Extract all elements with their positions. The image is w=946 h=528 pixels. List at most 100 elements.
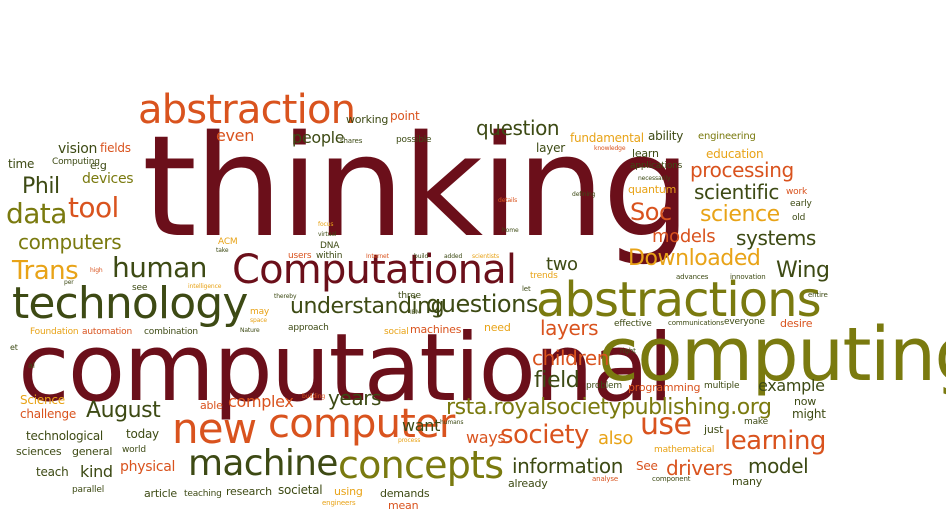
word-many: many [732,475,763,488]
word-human: human [112,251,207,284]
word-may: may [250,307,270,317]
word-computing-cap: Computing [52,157,100,167]
word-within: within [316,251,343,261]
word-home: home [502,227,519,234]
word-scientists: scientists [472,253,500,260]
word-sciences: sciences [16,445,62,458]
word-today: today [126,427,159,441]
word-devices: devices [82,171,134,187]
word-kind: kind [80,462,113,481]
word-machine: machine [188,443,338,484]
word-learn: learn [632,147,659,160]
word-shares: shares [340,137,363,145]
word-thinking: thinking [142,106,691,269]
word-questions: questions [426,290,538,318]
word-tool: tool [68,191,119,224]
word-challenge: challenge [20,407,77,421]
word-now: now [794,395,817,408]
word-dna: DNA [320,241,340,251]
word-research: research [226,485,272,498]
word-nature: Nature [240,327,260,334]
word-building: building [302,393,326,400]
word-innovation: innovation [730,273,766,281]
word-example: example [758,376,825,395]
word-social: social [384,327,409,337]
word-early: early [790,199,812,209]
word-teach: teach [36,465,69,479]
word-details: details [498,197,518,204]
word-phil: Phil [22,174,60,199]
word-space: space [250,317,268,324]
word-foundation: Foundation [30,327,79,337]
word-processing: processing [690,158,794,182]
word-technology: technology [12,278,248,329]
word-information: information [512,454,624,478]
word-intelligence: intelligence [188,283,222,290]
word-internet: Internet [366,253,389,260]
word-parallel: parallel [72,485,105,495]
word-just: just [704,423,724,436]
word-science: science [700,202,780,227]
word-time: time [8,157,35,171]
word-al: al [28,361,35,370]
word-people: people [292,128,345,147]
word-acm: ACM [218,237,238,247]
word-abstraction: abstraction [138,87,356,133]
word-analyse: analyse [592,475,619,483]
word-three: three [398,291,421,301]
word-models: models [652,226,716,247]
word-computational: computational [18,314,674,423]
word-society: society [500,420,589,450]
word-august: August [86,398,161,423]
word-trans: Trans [12,256,79,286]
word-quantum: quantum [628,183,677,196]
word-concepts: concepts [338,443,504,487]
word-computing: computing [598,312,946,398]
word-downloaded: Downloaded [628,246,761,271]
word-children: children [532,346,610,370]
word-world: world [122,445,146,455]
word-systems: systems [736,226,816,250]
word-old: old [792,213,806,223]
word-approach: approach [288,323,329,333]
word-computer: computer [268,401,455,447]
word-let: let [522,285,531,293]
word-working: working [346,113,389,126]
word-article: article [144,487,177,500]
word-physical: physical [120,459,176,475]
word-added: added [444,253,463,260]
word-abstractions: abstractions [536,272,822,328]
word-engineering: engineering [698,131,756,142]
word-multiple: multiple [704,381,740,391]
word-able: able [200,399,223,412]
word-point: point [390,109,420,123]
word-model: model [748,454,809,478]
word-effective: effective [614,319,652,329]
word-engineers: engineers [322,499,356,507]
word-right: right [620,347,636,355]
word-computational-cap: Computational [232,247,517,293]
word-mean: mean [388,499,419,512]
word-using: using [334,485,363,498]
word-education: education [706,147,764,161]
word-see-cap: See [636,459,658,473]
word-component: component [652,475,691,483]
word-problem: problem [586,381,622,391]
word-see: see [132,283,148,293]
word-soc: Soc [630,198,672,226]
word-technological: technological [26,429,104,443]
word-ways: ways [466,428,506,447]
word-field: field [534,368,580,393]
word-might: might [792,407,826,421]
word-vision: vision [58,141,98,157]
word-fields: fields [100,141,131,155]
word-teaching: teaching [184,489,222,499]
word-applications: applications [630,161,683,171]
word-general: general [72,445,113,458]
word-understanding: understanding [290,294,445,319]
word-users: users [288,251,312,261]
word-want: want [402,416,441,435]
word-societal: societal [278,483,323,497]
word-machines: machines [410,323,462,336]
